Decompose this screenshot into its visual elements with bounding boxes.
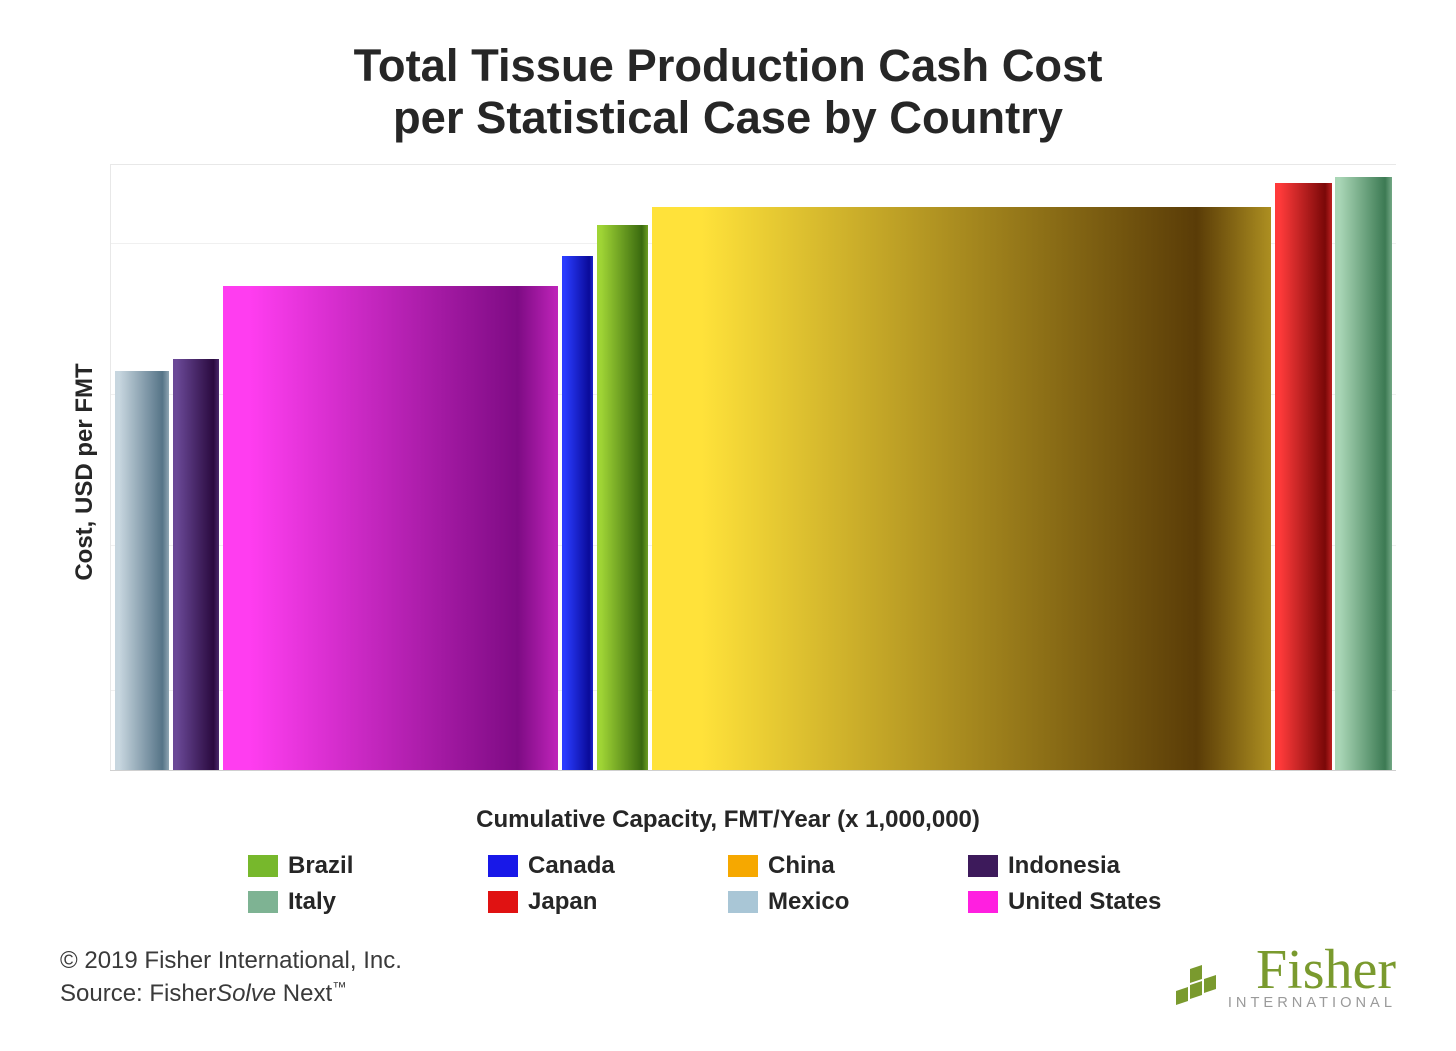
attribution: © 2019 Fisher International, Inc. Source… xyxy=(60,944,402,1011)
legend-swatch xyxy=(488,891,518,913)
bar-japan xyxy=(1275,183,1332,770)
source-prefix: Source: Fisher xyxy=(60,980,216,1007)
footer: © 2019 Fisher International, Inc. Source… xyxy=(60,944,1396,1011)
plot-area xyxy=(110,164,1396,770)
bar-brazil xyxy=(597,225,649,769)
chart-title: Total Tissue Production Cash Cost per St… xyxy=(60,40,1396,144)
bars-layer xyxy=(111,165,1396,770)
plot-row: Cost, USD per FMT xyxy=(60,164,1396,780)
tm-mark: ™ xyxy=(332,980,346,996)
x-axis-label: Cumulative Capacity, FMT/Year (x 1,000,0… xyxy=(60,806,1396,834)
legend-label: United States xyxy=(1008,888,1161,916)
legend-label: Brazil xyxy=(288,852,353,880)
source-line: Source: FisherSolve Next™ xyxy=(60,977,402,1011)
chart-container: Total Tissue Production Cash Cost per St… xyxy=(60,40,1396,1011)
legend-label: Japan xyxy=(528,888,597,916)
legend-swatch xyxy=(968,855,998,877)
legend-swatch xyxy=(728,855,758,877)
logo-mark-icon xyxy=(1166,961,1220,1011)
legend-swatch xyxy=(248,891,278,913)
chart-title-line-2: per Statistical Case by Country xyxy=(60,92,1396,144)
bar-indonesia xyxy=(173,359,219,770)
legend: Brazil Canada China Indonesia Italy Japan Mexi… xyxy=(60,852,1396,916)
source-italic: Solve xyxy=(216,980,276,1007)
y-axis-label-wrap: Cost, USD per FMT xyxy=(60,164,110,780)
legend-item-italy: Italy xyxy=(248,888,488,916)
bar-united-states xyxy=(223,286,558,770)
legend-swatch xyxy=(968,891,998,913)
legend-item-canada: Canada xyxy=(488,852,728,880)
bar-canada xyxy=(562,256,593,770)
legend-swatch xyxy=(488,855,518,877)
source-suffix: Next xyxy=(276,980,332,1007)
copyright-line: © 2019 Fisher International, Inc. xyxy=(60,944,402,978)
legend-swatch xyxy=(248,855,278,877)
legend-item-indonesia: Indonesia xyxy=(968,852,1208,880)
bar-italy xyxy=(1335,177,1392,770)
logo-row: Fisher INTERNATIONAL xyxy=(1166,947,1396,1011)
legend-label: China xyxy=(768,852,835,880)
legend-item-brazil: Brazil xyxy=(248,852,488,880)
logo-main-text: Fisher xyxy=(1228,947,1396,995)
y-axis-label: Cost, USD per FMT xyxy=(71,363,99,580)
logo-sub-text: INTERNATIONAL xyxy=(1228,995,1396,1011)
legend-label: Mexico xyxy=(768,888,849,916)
legend-label: Canada xyxy=(528,852,615,880)
x-axis-line xyxy=(110,770,1396,780)
legend-label: Indonesia xyxy=(1008,852,1120,880)
bar-mexico xyxy=(115,371,169,770)
logo-text-block: Fisher INTERNATIONAL xyxy=(1228,947,1396,1011)
legend-swatch xyxy=(728,891,758,913)
legend-item-china: China xyxy=(728,852,968,880)
chart-title-line-1: Total Tissue Production Cash Cost xyxy=(60,40,1396,92)
legend-item-united-states: United States xyxy=(968,888,1208,916)
plot-area-wrap xyxy=(110,164,1396,780)
brand-logo: Fisher INTERNATIONAL xyxy=(1166,947,1396,1011)
legend-item-japan: Japan xyxy=(488,888,728,916)
legend-label: Italy xyxy=(288,888,336,916)
legend-item-mexico: Mexico xyxy=(728,888,968,916)
bar-china xyxy=(652,207,1271,769)
